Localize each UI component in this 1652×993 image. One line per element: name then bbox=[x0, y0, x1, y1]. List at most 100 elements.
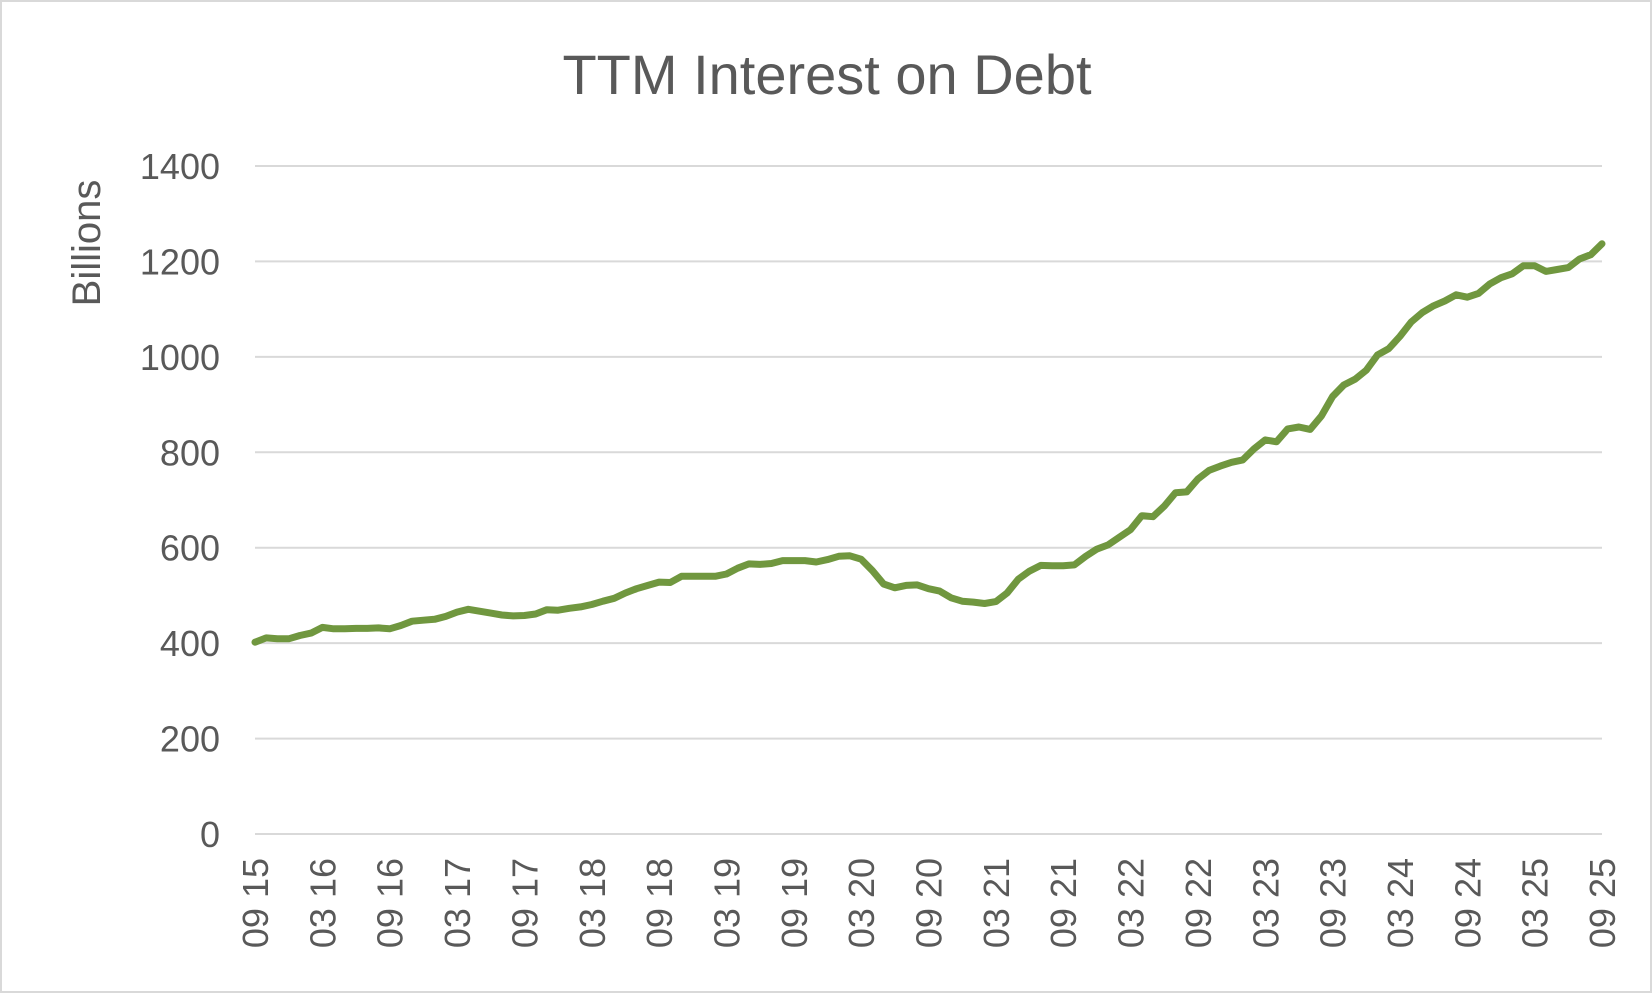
data-point bbox=[1108, 544, 1109, 545]
data-point bbox=[1579, 259, 1580, 260]
data-point bbox=[760, 564, 761, 565]
data-point bbox=[1590, 254, 1591, 255]
data-point bbox=[591, 604, 592, 605]
data-point bbox=[894, 587, 895, 588]
data-point bbox=[299, 635, 300, 636]
data-point bbox=[1209, 470, 1210, 471]
data-point bbox=[816, 562, 817, 563]
y-tick-label: 1400 bbox=[140, 146, 220, 187]
x-tick-label: 03 19 bbox=[706, 858, 747, 948]
data-point bbox=[490, 613, 491, 614]
data-point bbox=[659, 582, 660, 583]
data-point bbox=[603, 601, 604, 602]
data-point bbox=[445, 616, 446, 617]
data-point bbox=[849, 555, 850, 556]
data-point bbox=[255, 642, 256, 643]
data-point bbox=[1534, 265, 1535, 266]
series-line bbox=[251, 240, 1606, 646]
data-point bbox=[861, 559, 862, 560]
data-point bbox=[1422, 312, 1423, 313]
x-tick-label: 03 16 bbox=[302, 858, 343, 948]
y-tick-label: 200 bbox=[160, 719, 220, 760]
data-point bbox=[1186, 491, 1187, 492]
data-point bbox=[558, 610, 559, 611]
data-point bbox=[1141, 515, 1142, 516]
data-point bbox=[1568, 267, 1569, 268]
data-point bbox=[1602, 243, 1603, 244]
data-point bbox=[872, 570, 873, 571]
data-point bbox=[771, 563, 772, 564]
data-point bbox=[805, 560, 806, 561]
data-point bbox=[1456, 294, 1457, 295]
x-tick-label: 09 23 bbox=[1313, 858, 1354, 948]
x-tick-label: 09 25 bbox=[1582, 858, 1623, 948]
data-point bbox=[1489, 283, 1490, 284]
data-point bbox=[1411, 322, 1412, 323]
data-point bbox=[400, 625, 401, 626]
data-point bbox=[367, 628, 368, 629]
data-point bbox=[1523, 265, 1524, 266]
data-point bbox=[1343, 385, 1344, 386]
data-point bbox=[1444, 301, 1445, 302]
x-tick-label: 09 18 bbox=[639, 858, 680, 948]
x-tick-label: 03 23 bbox=[1245, 858, 1286, 948]
data-point bbox=[1018, 579, 1019, 580]
data-point bbox=[782, 560, 783, 561]
x-tick-label: 09 15 bbox=[235, 858, 276, 948]
data-point bbox=[1220, 466, 1221, 467]
data-point bbox=[1512, 273, 1513, 274]
data-point bbox=[1545, 271, 1546, 272]
data-point bbox=[277, 638, 278, 639]
data-point bbox=[681, 576, 682, 577]
data-point bbox=[378, 627, 379, 628]
data-point bbox=[1276, 441, 1277, 442]
data-point bbox=[951, 597, 952, 598]
data-point bbox=[389, 628, 390, 629]
data-point bbox=[748, 563, 749, 564]
x-tick-label: 03 20 bbox=[841, 858, 882, 948]
data-point bbox=[636, 588, 637, 589]
data-point bbox=[1467, 297, 1468, 298]
data-point bbox=[625, 593, 626, 594]
data-point bbox=[569, 608, 570, 609]
data-point bbox=[995, 601, 996, 602]
data-point bbox=[1287, 428, 1288, 429]
y-tick-label: 1200 bbox=[140, 241, 220, 282]
data-point bbox=[1355, 379, 1356, 380]
data-point bbox=[344, 628, 345, 629]
y-axis-label: Billions bbox=[65, 180, 109, 307]
x-tick-label: 09 22 bbox=[1178, 858, 1219, 948]
data-point bbox=[704, 576, 705, 577]
data-point bbox=[1085, 556, 1086, 557]
data-point bbox=[1242, 459, 1243, 460]
x-tick-label: 09 16 bbox=[370, 858, 411, 948]
data-point bbox=[1119, 537, 1120, 538]
data-point bbox=[883, 584, 884, 585]
data-point bbox=[1557, 269, 1558, 270]
x-tick-label: 03 25 bbox=[1515, 858, 1556, 948]
x-tick-label: 03 24 bbox=[1380, 858, 1421, 948]
data-point bbox=[1164, 506, 1165, 507]
data-point bbox=[1298, 427, 1299, 428]
data-point bbox=[939, 591, 940, 592]
x-tick-label: 09 17 bbox=[504, 858, 545, 948]
data-point bbox=[670, 582, 671, 583]
data-point bbox=[737, 568, 738, 569]
data-point bbox=[468, 609, 469, 610]
data-point bbox=[1400, 336, 1401, 337]
data-point bbox=[1254, 448, 1255, 449]
data-point bbox=[715, 576, 716, 577]
data-point bbox=[524, 615, 525, 616]
x-tick-label: 09 21 bbox=[1043, 858, 1084, 948]
y-tick-label: 400 bbox=[160, 623, 220, 664]
data-point bbox=[1175, 492, 1176, 493]
data-point bbox=[1433, 305, 1434, 306]
data-point bbox=[479, 611, 480, 612]
data-point bbox=[1029, 571, 1030, 572]
data-point bbox=[973, 602, 974, 603]
data-point bbox=[288, 638, 289, 639]
data-point bbox=[1388, 348, 1389, 349]
x-axis-ticks: 09 15 03 16 09 16 03 17 09 17 03 18 09 18 03 19… bbox=[235, 858, 1623, 948]
data-point bbox=[1130, 529, 1131, 530]
